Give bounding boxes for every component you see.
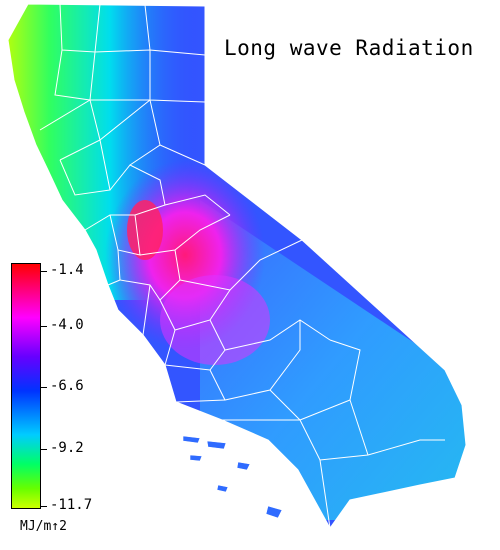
legend-tick xyxy=(41,387,47,388)
legend-tick-label: -6.6 xyxy=(50,378,84,394)
legend-color-bar xyxy=(11,263,41,509)
legend-tick xyxy=(41,449,47,450)
legend-tick-label: -11.7 xyxy=(50,497,93,513)
legend-tick xyxy=(41,326,47,327)
county-borders xyxy=(7,3,467,529)
legend-tick-label: -4.0 xyxy=(50,317,84,333)
legend-tick-label: -9.2 xyxy=(50,440,84,456)
legend-tick-label: -1.4 xyxy=(50,262,84,278)
legend-tick xyxy=(41,506,47,507)
channel-islands xyxy=(182,435,283,519)
legend-tick xyxy=(41,271,47,272)
map-title: Long wave Radiation xyxy=(224,36,474,60)
legend-unit-label: MJ/m↑2 xyxy=(20,519,67,534)
